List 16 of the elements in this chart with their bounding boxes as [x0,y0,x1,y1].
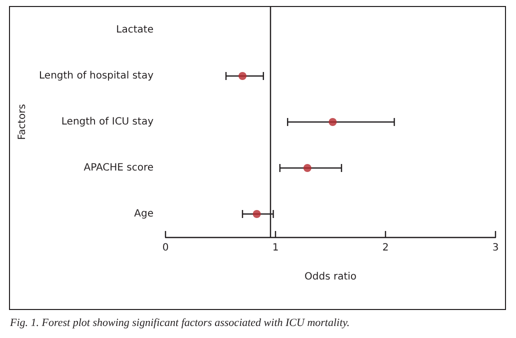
x-axis-title: Odds ratio [304,272,357,282]
point [252,210,261,218]
point [328,118,337,126]
x-tick-label: 2 [382,242,389,254]
y-tick-label: Length of ICU stay [61,116,154,128]
x-tick-label: 0 [162,242,169,254]
y-tick-label: APACHE score [84,162,154,174]
x-tick-label: 1 [272,242,279,254]
y-axis-title: Factors [17,104,28,140]
y-tick-label: Length of hospital stay [39,70,154,82]
point [238,72,246,80]
caption: Fig. 1. Forest plot showing significant factors associated with ICU mortality. [10,317,350,329]
point [303,164,312,172]
x-tick-label: 3 [492,242,499,254]
y-tick-label: Lactate [116,24,154,36]
y-tick-label: Age [134,208,154,220]
